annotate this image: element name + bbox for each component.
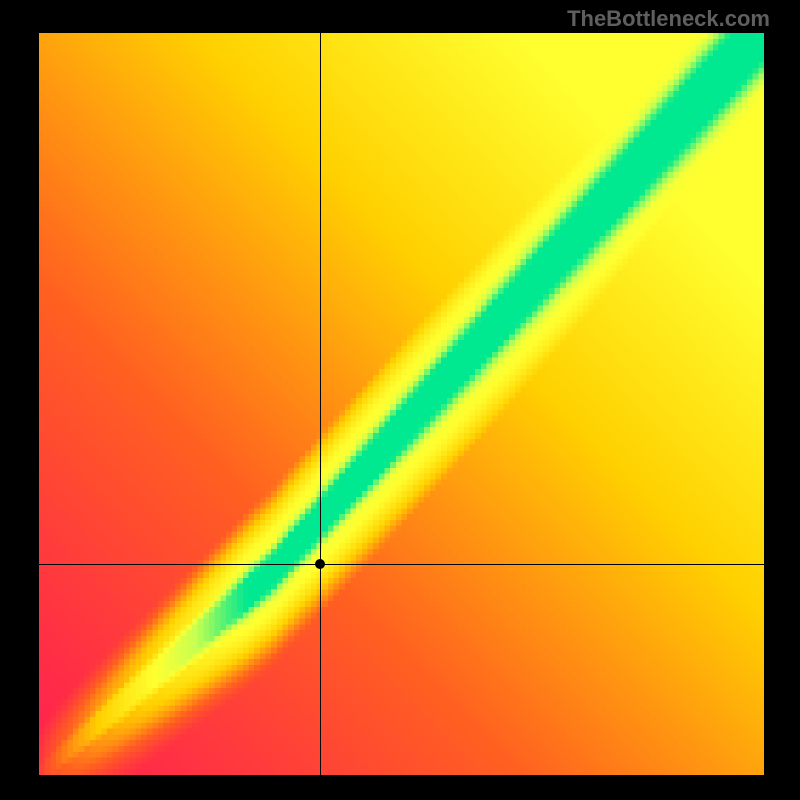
- crosshair-vertical: [320, 33, 321, 775]
- watermark-text: TheBottleneck.com: [567, 6, 770, 32]
- marker-dot: [315, 559, 325, 569]
- crosshair-horizontal: [39, 564, 764, 565]
- bottleneck-heatmap: [39, 33, 764, 775]
